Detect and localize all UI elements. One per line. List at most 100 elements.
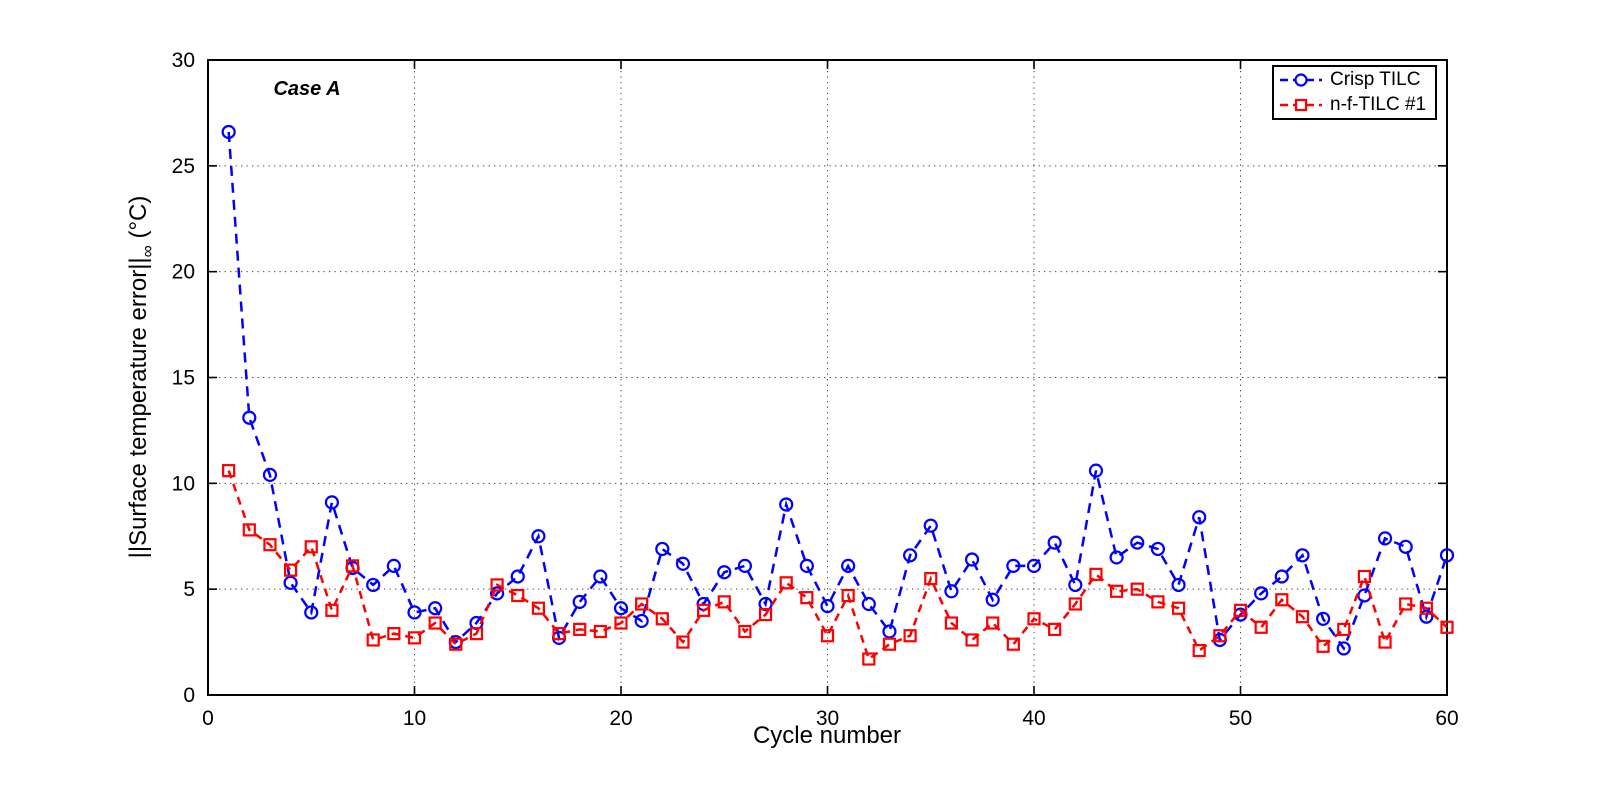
circle-marker-icon bbox=[593, 569, 608, 584]
circle-marker-icon bbox=[1006, 558, 1021, 573]
square-marker-icon bbox=[841, 588, 855, 603]
square-marker-icon bbox=[758, 607, 773, 622]
circle-marker-icon bbox=[779, 497, 794, 512]
legend-dashed-square-sample bbox=[1280, 98, 1322, 111]
circle-marker-icon bbox=[675, 556, 691, 571]
square-marker-icon bbox=[717, 595, 731, 609]
square-marker-icon bbox=[428, 616, 442, 630]
circle-marker-icon bbox=[572, 594, 587, 609]
square-marker-icon bbox=[965, 633, 979, 647]
square-marker-icon bbox=[593, 624, 607, 639]
square-marker-icon bbox=[325, 603, 339, 617]
case-annotation: Case A bbox=[273, 78, 340, 100]
square-marker-icon bbox=[263, 538, 277, 552]
y-axis-label-part: (°C) bbox=[125, 196, 152, 246]
y-axis-label-part: ∞ bbox=[138, 245, 157, 257]
x-tick-label: 60 bbox=[1435, 707, 1458, 730]
square-marker-icon bbox=[407, 631, 422, 645]
x-tick-label: 10 bbox=[403, 707, 426, 730]
x-tick-label: 40 bbox=[1022, 707, 1045, 730]
square-marker-icon bbox=[779, 576, 793, 590]
square-marker-icon bbox=[469, 627, 484, 641]
circle-marker-icon bbox=[1150, 541, 1166, 557]
circle-marker-icon bbox=[1068, 577, 1083, 593]
square-marker-icon bbox=[552, 627, 566, 641]
square-marker-icon bbox=[1254, 620, 1268, 634]
circle-marker-icon bbox=[531, 529, 546, 544]
circle-marker-icon bbox=[1336, 641, 1351, 656]
square-marker-icon bbox=[862, 652, 876, 666]
y-tick-label: 15 bbox=[172, 367, 195, 390]
x-tick-label: 20 bbox=[609, 707, 632, 730]
circle-marker-icon bbox=[1357, 588, 1372, 603]
x-tick-label: 50 bbox=[1229, 707, 1252, 730]
circle-marker-icon bbox=[1377, 531, 1393, 546]
circle-marker-icon bbox=[923, 518, 938, 533]
square-marker-icon bbox=[1068, 597, 1082, 611]
square-marker-icon bbox=[1233, 603, 1248, 617]
y-tick-label: 5 bbox=[183, 578, 195, 601]
circle-marker-icon bbox=[1398, 539, 1413, 554]
square-marker-icon bbox=[531, 601, 546, 615]
circle-marker-icon bbox=[1171, 577, 1186, 593]
square-marker-icon bbox=[1192, 643, 1206, 658]
square-marker-icon bbox=[1337, 622, 1351, 636]
circle-marker-icon bbox=[841, 558, 856, 573]
square-marker-icon bbox=[1109, 584, 1124, 598]
square-marker-icon bbox=[449, 637, 463, 651]
square-marker-icon bbox=[1006, 637, 1020, 651]
circle-marker-icon bbox=[944, 584, 959, 599]
square-marker-icon bbox=[944, 616, 959, 630]
gridlines bbox=[208, 60, 1447, 695]
x-tick-label: 0 bbox=[202, 707, 214, 730]
x-axis-label: Cycle number bbox=[753, 722, 901, 749]
square-marker-icon bbox=[1151, 595, 1165, 609]
square-marker-icon bbox=[1130, 582, 1144, 596]
tick-labels: 0 10 20 30 40 50 60 0 5 10 15 20 25 30 bbox=[172, 49, 1459, 730]
circle-marker-icon bbox=[386, 558, 401, 573]
circle-marker-icon bbox=[324, 495, 339, 510]
square-marker-icon bbox=[924, 571, 938, 586]
circle-marker-icon bbox=[407, 605, 422, 620]
square-marker-icon bbox=[1048, 622, 1062, 636]
y-tick-label: 0 bbox=[183, 684, 195, 707]
series-line-blue bbox=[227, 131, 1449, 652]
square-marker-icon bbox=[242, 523, 256, 537]
circle-marker-icon bbox=[283, 575, 298, 590]
circle-marker-icon bbox=[262, 467, 278, 482]
circle-marker-icon bbox=[1254, 586, 1269, 601]
circle-marker-icon bbox=[964, 552, 980, 567]
circle-marker-icon bbox=[1047, 535, 1062, 550]
circle-marker-icon bbox=[861, 596, 876, 612]
circle-marker-icon bbox=[613, 601, 629, 616]
y-tick-label: 25 bbox=[172, 155, 195, 178]
circle-marker-icon bbox=[1109, 550, 1124, 565]
square-marker-icon bbox=[1316, 639, 1330, 653]
circle-marker-icon bbox=[985, 592, 1000, 607]
square-marker-icon bbox=[1027, 612, 1041, 626]
square-marker-icon bbox=[635, 597, 649, 611]
square-marker-icon bbox=[1440, 620, 1454, 634]
circle-marker-icon bbox=[490, 586, 505, 601]
square-marker-icon bbox=[345, 559, 360, 573]
circle-marker-icon bbox=[242, 410, 257, 425]
circle-marker-icon bbox=[1130, 535, 1145, 550]
square-marker-icon bbox=[800, 591, 814, 605]
circle-marker-icon bbox=[1274, 569, 1289, 584]
circle-marker-icon bbox=[902, 548, 918, 563]
square-marker-icon bbox=[676, 635, 690, 649]
circle-marker-icon bbox=[1419, 609, 1434, 624]
square-marker-icon bbox=[1419, 601, 1433, 615]
square-marker-icon bbox=[820, 629, 835, 643]
square-marker-icon bbox=[1378, 635, 1392, 649]
data-series bbox=[221, 124, 1455, 666]
square-marker-icon bbox=[304, 540, 318, 554]
circle-marker-icon bbox=[1026, 558, 1042, 573]
legend-label: Crisp TILC bbox=[1330, 69, 1421, 91]
circle-marker-icon bbox=[882, 624, 897, 639]
square-marker-icon bbox=[1089, 567, 1103, 581]
legend-dashed-circle-sample bbox=[1280, 73, 1322, 87]
square-marker-icon bbox=[1171, 601, 1186, 615]
square-marker-icon bbox=[1213, 629, 1227, 643]
